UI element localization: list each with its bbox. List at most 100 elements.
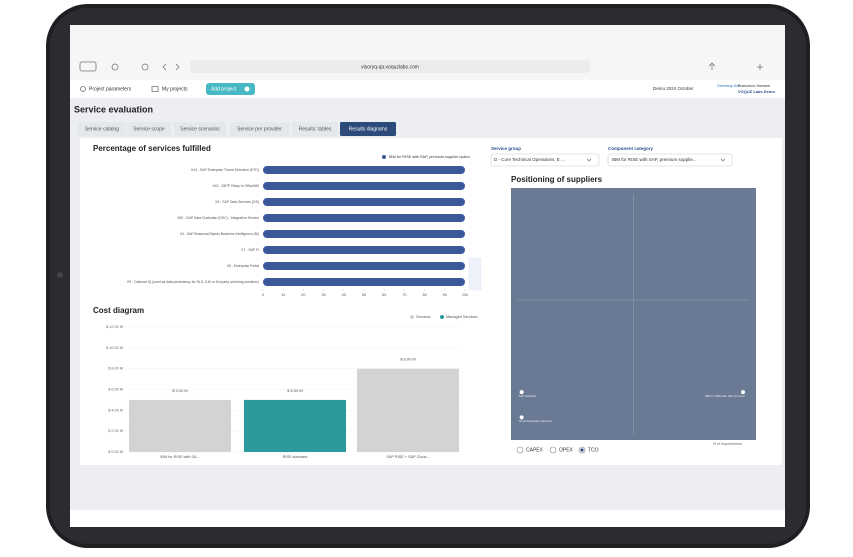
sidebar-icon[interactable] xyxy=(79,61,97,72)
point-label: Cloud Application Services xyxy=(519,419,553,423)
x-tick-label: 80 xyxy=(422,293,426,297)
bar xyxy=(263,262,465,270)
bar xyxy=(263,278,465,286)
category-label: X4 - SAP BusinessObjects Business Intell… xyxy=(180,232,259,236)
x-tick-label: 20 xyxy=(301,293,305,297)
y-tick-label: $ 2.00 M xyxy=(108,429,123,433)
filter-label: Component category xyxy=(608,146,654,151)
tab[interactable] xyxy=(127,122,171,136)
settings-icon[interactable] xyxy=(141,63,149,71)
tab[interactable] xyxy=(292,122,338,136)
cost-options: CAPEX OPEX TCO xyxy=(516,446,599,454)
chart-title: Percentage of services fulfilled xyxy=(93,144,211,153)
category-label: X44 - SAP Enterprise Threat Detection (E… xyxy=(191,168,259,172)
x-tick-label: 50 xyxy=(362,293,366,297)
x-tick-label: SAP RISE + SAP Cloud... xyxy=(386,455,429,459)
point-label: SAP standard xyxy=(519,394,537,398)
bar xyxy=(263,166,465,174)
x-tick-label: 10 xyxy=(281,293,285,297)
tab[interactable] xyxy=(174,122,226,136)
point xyxy=(741,390,746,395)
radio-label: CAPEX xyxy=(526,447,544,453)
tab[interactable] xyxy=(340,122,396,136)
tab-label: Results: tables xyxy=(299,126,332,132)
point-label: IBM for RISE with SAP premium xyxy=(705,394,746,398)
page-title: Service evaluation xyxy=(74,104,153,114)
legend-swatch xyxy=(440,315,444,319)
tab-label: Service scenarios xyxy=(180,126,220,132)
bar xyxy=(263,214,465,222)
unit: Germany Unit xyxy=(717,84,741,88)
chevron xyxy=(720,158,726,162)
button-label: Add project xyxy=(211,86,237,92)
chart-title: Cost diagram xyxy=(93,306,144,315)
chart-title: Positioning of suppliers xyxy=(511,175,603,184)
nav-link[interactable]: My projects xyxy=(162,86,188,92)
radio-label: OPEX xyxy=(559,447,574,453)
x-tick-label: RISE standard xyxy=(283,455,308,459)
radio[interactable] xyxy=(549,446,557,454)
nav-arrows[interactable] xyxy=(162,63,180,71)
category-label: X3 - SAP Data Services (DS) xyxy=(215,200,259,204)
y-tick-label: $ 12.00 M xyxy=(106,325,123,329)
param-icon xyxy=(80,86,86,92)
tab[interactable] xyxy=(230,122,289,136)
plus-icon xyxy=(244,86,250,92)
category-label: X8 - Enterprise Portal xyxy=(227,264,260,268)
value-label: $ 8.00 M xyxy=(400,357,416,362)
value-label: $ 5.00 M xyxy=(172,388,188,393)
bar xyxy=(263,198,465,206)
category-label: X43 - SBTP Relay to Office365 xyxy=(212,184,259,188)
legend-label: Managed Services xyxy=(446,315,478,319)
legend-label: Services xyxy=(416,315,431,319)
legend-swatch xyxy=(382,155,386,159)
point xyxy=(519,390,524,395)
point xyxy=(519,415,524,420)
dropdown[interactable] xyxy=(490,153,600,167)
chevron xyxy=(586,158,592,162)
x-tick-label: 30 xyxy=(321,293,325,297)
url: visoryq-qa.voquzlabs.com xyxy=(361,64,419,70)
filter-label: Service group xyxy=(491,146,521,151)
radio[interactable] xyxy=(516,446,524,454)
x-tick-label: IBM for RISE with SA... xyxy=(160,455,199,459)
dropdown[interactable] xyxy=(607,153,733,167)
y-tick-label: $ 8.00 M xyxy=(108,367,123,371)
charts: IBM for RISE with SAP, premium supplier … xyxy=(106,155,756,459)
add-project-button[interactable] xyxy=(206,83,255,95)
camera xyxy=(57,272,63,278)
value-label: $ 5.00 M xyxy=(287,388,303,393)
bar-segment xyxy=(244,399,346,452)
tab-label: Service per provider xyxy=(237,126,282,132)
x-tick-label: 40 xyxy=(342,293,346,297)
legend-swatch xyxy=(410,315,414,319)
url-bar[interactable] xyxy=(190,60,590,73)
bar xyxy=(263,182,465,190)
home-icon[interactable] xyxy=(111,63,119,71)
legend-label: IBM for RISE with SAP, premium supplier … xyxy=(389,155,470,159)
bar xyxy=(263,246,465,254)
x-tick-label: 90 xyxy=(443,293,447,297)
tab-label: Service scope xyxy=(133,126,165,132)
dropdown-value: IBM for RISE with SAP, premium supplie..… xyxy=(612,157,696,162)
browser-actions[interactable] xyxy=(708,62,763,70)
y-tick-label: $ 10.00 M xyxy=(106,346,123,350)
y-tick-label: $ 4.00 M xyxy=(108,408,123,412)
radio-label: TCO xyxy=(588,447,599,453)
tab[interactable] xyxy=(78,122,126,136)
category-label: X7 - SAP FI xyxy=(241,248,259,252)
bar-segment xyxy=(357,368,459,452)
category-label: X50 - SAP Data Custodian (DSC) - Integra… xyxy=(177,216,259,220)
tabs: Service catalog Service scope Service scen… xyxy=(78,122,396,136)
tab-label: Results diagrams xyxy=(349,126,388,132)
scroll-indicator xyxy=(468,257,482,291)
bar xyxy=(263,230,465,238)
org: VOQUZ Labs Demo xyxy=(738,89,775,94)
x-tick-label: 0 xyxy=(262,293,264,297)
y-tick-label: $ 0.00 M xyxy=(108,450,123,454)
nav-link[interactable]: Project parameters xyxy=(89,86,132,92)
y-tick-label: $ 6.00 M xyxy=(108,388,123,392)
folder-icon xyxy=(151,86,159,92)
